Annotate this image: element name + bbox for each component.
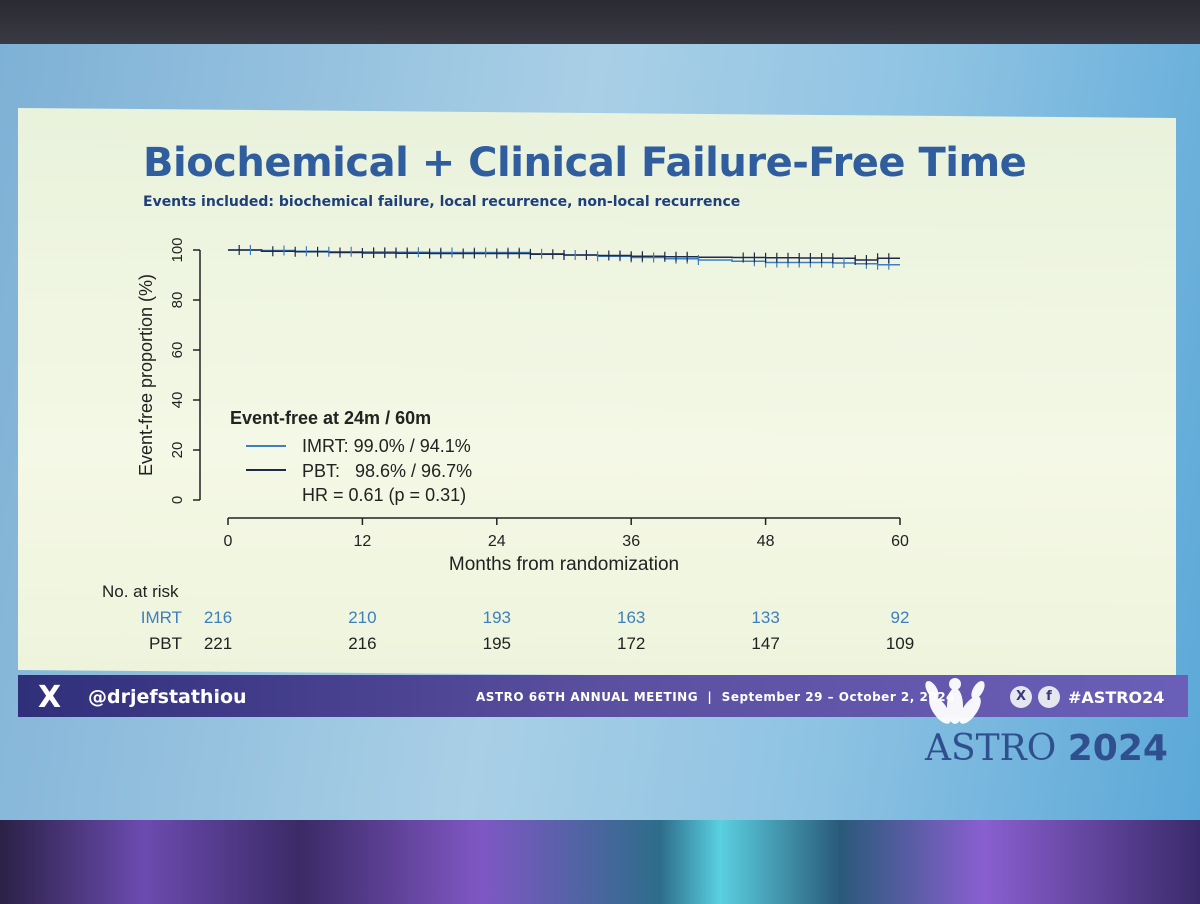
- y-axis-label: Event-free proportion (%): [136, 274, 156, 476]
- legend-imrt-label: IMRT: 99.0% / 94.1%: [302, 436, 471, 456]
- x-axis-label: Months from randomization: [449, 554, 679, 575]
- risk-cell: 163: [617, 608, 645, 627]
- stage-lighting: [0, 820, 1200, 904]
- x-tick-label: 0: [224, 533, 233, 550]
- risk-cell: 92: [891, 608, 910, 627]
- y-tick-label: 20: [169, 442, 186, 459]
- risk-cell: 221: [204, 634, 232, 653]
- meeting-info: ASTRO 66TH ANNUAL MEETING | September 29…: [476, 690, 955, 704]
- room-ceiling: [0, 0, 1200, 44]
- slide-subtitle: Events included: biochemical failure, lo…: [143, 194, 741, 210]
- x-tick-label: 36: [622, 533, 640, 550]
- legend-pbt-label: PBT: 98.6% / 96.7%: [302, 461, 472, 481]
- x-tick-label: 48: [757, 533, 775, 550]
- slide-footer: [18, 675, 1188, 717]
- risk-table-header: No. at risk: [102, 582, 179, 601]
- hashtag: #ASTRO24: [1068, 688, 1165, 707]
- x-tick-label: 24: [488, 533, 506, 550]
- risk-cell: 216: [348, 634, 376, 653]
- risk-cell: 195: [483, 634, 511, 653]
- risk-row-label-pbt: PBT: [149, 634, 182, 653]
- legend-header: Event-free at 24m / 60m: [230, 408, 431, 428]
- risk-cell: 210: [348, 608, 376, 627]
- x-circle-icon: X: [1010, 686, 1032, 708]
- y-tick-label: 60: [169, 342, 186, 359]
- risk-cell: 193: [483, 608, 511, 627]
- y-tick-label: 0: [169, 496, 186, 504]
- twitter-handle: @drjefstathiou: [88, 686, 247, 708]
- risk-cell: 109: [886, 634, 914, 653]
- y-tick-label: 40: [169, 392, 186, 409]
- risk-table-rows: IMRT 216 210 193 163 133 92 PBT 221 216 195 172 147 1…: [141, 608, 914, 653]
- risk-row-label-imrt: IMRT: [141, 608, 182, 627]
- x-logo-icon: X: [38, 680, 62, 715]
- x-ticks: 0 12 24 36 48 60: [224, 518, 909, 550]
- risk-cell: 133: [751, 608, 779, 627]
- risk-cell: 147: [751, 634, 779, 653]
- risk-cell: 172: [617, 634, 645, 653]
- y-tick-label: 100: [169, 237, 186, 262]
- y-ticks: 0 20 40 60 80 100: [169, 237, 200, 504]
- astro-wordmark: ASTRO: [925, 728, 1057, 769]
- facebook-icon: f: [1038, 686, 1060, 708]
- legend-hr: HR = 0.61 (p = 0.31): [302, 485, 466, 505]
- x-tick-label: 12: [354, 533, 372, 550]
- astro-2024-logo: ASTRO 2024: [925, 728, 1168, 769]
- x-tick-label: 60: [891, 533, 909, 550]
- y-tick-label: 80: [169, 292, 186, 309]
- censor-marks: [238, 245, 890, 270]
- slide-title: Biochemical + Clinical Failure-Free Time: [143, 140, 1027, 186]
- astro-year: 2024: [1067, 728, 1168, 769]
- risk-cell: 216: [204, 608, 232, 627]
